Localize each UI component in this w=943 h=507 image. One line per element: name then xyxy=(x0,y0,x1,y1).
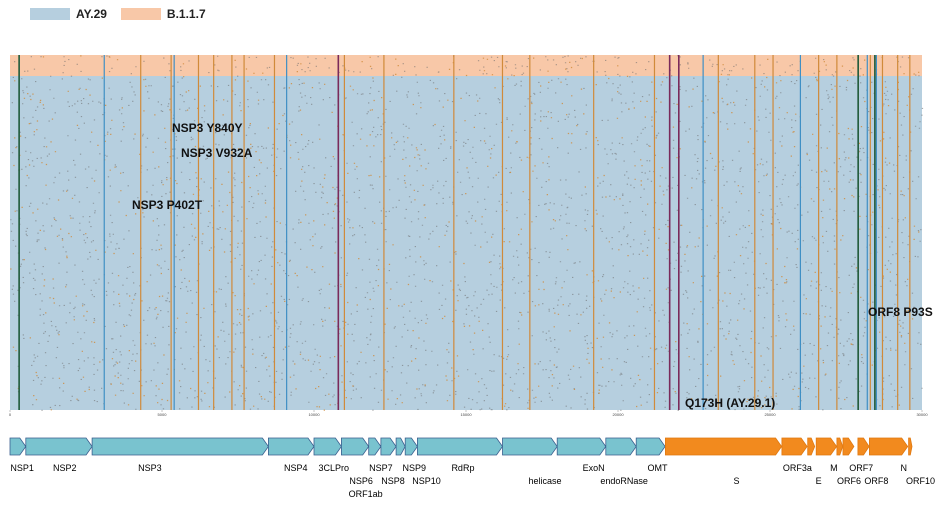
orf-segment-4 xyxy=(836,437,844,456)
orf-segment-1 xyxy=(781,437,808,456)
orf-segment-6 xyxy=(857,437,870,456)
legend-item-ay29: AY.29 xyxy=(30,7,107,21)
gene-label-nsp2: NSP2 xyxy=(53,463,77,473)
gene-label-n: N xyxy=(901,463,908,473)
gene-label-orf3a: ORF3a xyxy=(783,463,812,473)
gene-label-endornase: endoRNase xyxy=(600,476,648,486)
orf1ab-segment-13 xyxy=(605,437,637,456)
orf-segment-0 xyxy=(665,437,783,456)
orf1ab-segment-8 xyxy=(395,437,406,456)
gene-label-nsp1: NSP1 xyxy=(10,463,34,473)
annotation-orf8-p93s: ORF8 P93S xyxy=(868,305,933,319)
legend-label-ay29: AY.29 xyxy=(76,7,107,21)
x-tick-label-4: 20000 xyxy=(612,412,624,417)
x-tick-label-2: 10000 xyxy=(308,412,320,417)
plot-background xyxy=(10,55,922,410)
annotation-q173h: Q173H (AY.29.1) xyxy=(685,396,776,410)
orf1ab-segment-4 xyxy=(313,437,342,456)
legend: AY.29 B.1.1.7 xyxy=(30,5,206,23)
orf1ab-segment-5 xyxy=(340,437,370,456)
gene-label-s: S xyxy=(734,476,740,486)
annotation-nsp3-v932a: NSP3 V932A xyxy=(181,146,253,160)
gene-label-orf7: ORF7 xyxy=(849,463,873,473)
orf1ab-segment-11 xyxy=(502,437,558,456)
orf-segment-3 xyxy=(815,437,838,456)
orf1ab-segment-7 xyxy=(380,437,397,456)
orf1ab-segment-3 xyxy=(267,437,315,456)
x-tick-label-6: 30000 xyxy=(916,412,928,417)
x-tick-label-5: 25000 xyxy=(764,412,776,417)
legend-item-b117: B.1.1.7 xyxy=(120,7,206,21)
x-tick-label-0: 0 xyxy=(9,412,12,417)
x-axis: 0 5000 10000 15000 20000 25000 30000 xyxy=(9,410,928,417)
orf1ab-segment-1 xyxy=(25,437,93,456)
gene-label-orf6: ORF6 xyxy=(837,476,861,486)
orf-segment-7 xyxy=(869,437,909,456)
gene-label-nsp7: NSP7 xyxy=(369,463,393,473)
variant-lines xyxy=(18,55,911,410)
x-tick-label-3: 15000 xyxy=(460,412,472,417)
legend-swatch-ay29 xyxy=(30,8,70,20)
orf1ab-segment-2 xyxy=(91,437,269,456)
gene-label-nsp8: NSP8 xyxy=(381,476,405,486)
gene-track xyxy=(9,437,913,456)
gene-label-nsp3: NSP3 xyxy=(138,463,162,473)
gene-label-nsp9: NSP9 xyxy=(403,463,427,473)
orf1ab-segment-9 xyxy=(404,437,418,456)
orf-segment-5 xyxy=(842,437,855,456)
gene-label-m: M xyxy=(830,463,838,473)
gene-label-nsp10: NSP10 xyxy=(412,476,441,486)
gene-label-rdrp: RdRp xyxy=(451,463,474,473)
ay29-band xyxy=(10,76,922,410)
gene-label-nsp4: NSP4 xyxy=(284,463,308,473)
gene-label-nsp6: NSP6 xyxy=(349,476,373,486)
orf-segment-8 xyxy=(908,437,913,456)
gene-labels: NSP1 NSP2 NSP3 NSP4 3CLPro NSP6 ORF1ab NSP7 NSP8… xyxy=(10,463,935,499)
gene-label-helicase: helicase xyxy=(529,476,562,486)
b117-band xyxy=(10,55,922,76)
annotation-nsp3-p402t: NSP3 P402T xyxy=(132,198,203,212)
orf-segment-2 xyxy=(807,437,816,456)
gene-label-3clpro: 3CLPro xyxy=(319,463,350,473)
x-tick-label-1: 5000 xyxy=(158,412,168,417)
legend-label-b117: B.1.1.7 xyxy=(166,7,206,21)
gene-label-orf8: ORF8 xyxy=(864,476,888,486)
orf1ab-segment-14 xyxy=(635,437,666,456)
orf1ab-segment-0 xyxy=(9,437,27,456)
gene-label-exon: ExoN xyxy=(583,463,605,473)
gene-label-omt: OMT xyxy=(648,463,668,473)
orf1ab-segment-12 xyxy=(556,437,607,456)
gene-label-orf10: ORF10 xyxy=(906,476,935,486)
gene-label-orf1ab: ORF1ab xyxy=(349,489,383,499)
orf1ab-segment-6 xyxy=(368,437,382,456)
annotation-nsp3-y840y: NSP3 Y840Y xyxy=(172,121,243,135)
gene-label-e: E xyxy=(816,476,822,486)
legend-swatch-b117 xyxy=(120,8,161,20)
orf1ab-segment-10 xyxy=(416,437,503,456)
